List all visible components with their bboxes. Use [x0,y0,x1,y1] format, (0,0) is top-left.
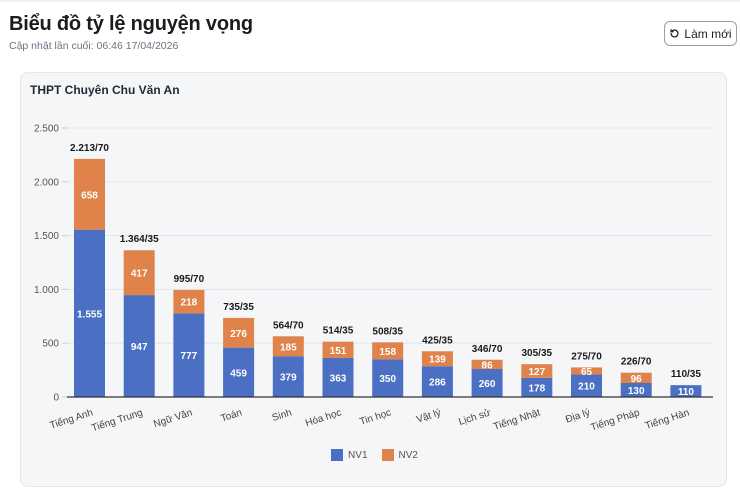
refresh-icon [670,29,679,38]
bar-value-label-nv2: 276 [230,329,247,340]
bar-nv2[interactable] [521,364,553,378]
bar-nv1[interactable] [670,385,702,397]
y-tick-label: 2.000 [34,177,59,188]
y-tick-label: 2.500 [34,124,59,135]
x-category-label: Vật lý [415,407,442,425]
x-category-label: Tiếng Nhật [492,406,542,432]
bar-value-label-nv2: 417 [131,269,148,280]
legend-swatch-nv1 [331,449,344,461]
bar-nv1[interactable] [173,313,205,397]
x-category-label: Tiếng Hàn [644,406,691,432]
y-tick-label: 500 [42,339,59,350]
bar-total-label: 564/70 [273,320,304,331]
bar-value-label-nv2: 139 [429,355,446,366]
bar-nv1[interactable] [74,229,105,397]
bar-nv2[interactable] [471,359,503,370]
bar-total-label: 346/70 [472,344,503,355]
bar-value-label-nv1: 379 [280,373,297,384]
y-tick-label: 1.000 [34,285,59,296]
bar-value-label-nv2: 127 [528,367,545,378]
x-category-label: Tiếng Anh [48,406,94,431]
bar-value-label-nv1: 459 [230,368,247,379]
bar-nv2[interactable] [173,289,205,314]
x-category-label: Hóa học [304,407,343,429]
bar-total-label: 275/70 [571,351,602,362]
bar-total-label: 1.364/35 [120,234,159,245]
legend-label-nv2: NV2 [398,449,418,461]
bar-nv2[interactable] [421,351,453,367]
chart-card-title: THPT Chuyên Chu Văn An [30,83,180,97]
refresh-label: Làm mới [684,26,732,41]
bar-nv2[interactable] [272,336,304,357]
bar-nv1[interactable] [372,359,404,397]
bar-total-label: 735/35 [223,302,254,313]
bar-total-label: 110/35 [671,369,701,380]
bar-value-label-nv1: 350 [379,374,396,385]
bar-nv1[interactable] [421,366,453,397]
x-category-label: Lịch sử [457,406,492,428]
x-category-label: Địa lý [564,407,591,425]
bar-nv2[interactable] [372,342,404,360]
bar-value-label-nv2: 65 [581,367,593,378]
bar-nv1[interactable] [123,295,155,397]
bar-total-label: 226/70 [621,357,652,368]
bar-value-label-nv2: 658 [81,190,98,201]
legend-label-nv1: NV1 [348,449,368,461]
stacked-bar-chart: 0 500 1.000 1.500 2.000 2.500 1.555 658 2.213/70… [34,124,713,434]
bar-nv2[interactable] [123,250,155,296]
x-category-label: Tiếng Pháp [589,406,641,433]
bar-value-label-nv1: 130 [628,386,645,397]
bar-nv1[interactable] [521,377,553,397]
x-category-label: Tiếng Trung [90,406,144,434]
chart-card: THPT Chuyên Chu Văn An 0 500 1.000 1.500 2.0… [20,72,727,487]
x-category-label: Tin học [358,407,392,427]
x-category-label: Toán [220,407,244,424]
bar-total-label: 425/35 [422,335,453,346]
bar-nv1[interactable] [571,374,602,397]
bar-nv1[interactable] [322,357,354,397]
chart-legend: NV1 NV2 [21,449,728,461]
y-tick-label: 0 [53,393,59,404]
bar-value-label-nv1: 260 [479,379,496,390]
refresh-button[interactable]: Làm mới [664,21,737,46]
x-category-label: Sinh [271,407,293,424]
bar-nv1[interactable] [223,347,255,397]
bar-value-label-nv2: 218 [181,298,198,309]
bar-nv2[interactable] [223,317,255,348]
bar-value-label-nv1: 1.555 [77,309,102,320]
bar-value-label-nv2: 96 [631,374,643,385]
legend-item-nv1[interactable]: NV1 [331,449,368,461]
bar-nv2[interactable] [571,367,602,375]
bar-value-label-nv2: 151 [330,346,347,357]
bar-total-label: 995/70 [174,274,205,285]
top-border [0,0,740,2]
bar-nv1[interactable] [620,383,652,397]
page-title: Biểu đồ tỷ lệ nguyện vọng [9,13,253,35]
bar-total-label: 305/35 [522,348,553,359]
bar-nv1[interactable] [471,369,503,397]
bar-value-label-nv2: 158 [379,347,396,358]
x-category-label: Ngữ Văn [152,407,194,430]
legend-item-nv2[interactable]: NV2 [381,449,418,461]
bar-value-label-nv2: 185 [280,342,297,353]
bar-total-label: 514/35 [323,326,354,337]
bar-value-label-nv1: 286 [429,378,446,389]
bar-value-label-nv1: 210 [578,382,595,393]
legend-swatch-nv2 [381,449,394,461]
bar-total-label: 2.213/70 [70,143,109,154]
bar-value-label-nv1: 777 [181,351,198,362]
bar-value-label-nv2: 86 [482,360,494,371]
y-tick-label: 1.500 [34,231,59,242]
last-updated-text: Cập nhật lần cuối: 06:46 17/04/2026 [9,40,179,52]
bar-value-label-nv1: 947 [131,342,148,353]
bar-nv2[interactable] [322,341,354,358]
bar-nv1[interactable] [272,356,304,397]
bar-value-label-nv1: 110 [678,387,695,398]
bar-nv2[interactable] [74,158,105,230]
bar-value-label-nv1: 178 [528,383,545,394]
bar-total-label: 508/35 [372,326,403,337]
bar-value-label-nv1: 363 [330,373,347,384]
bar-nv2[interactable] [620,372,652,384]
